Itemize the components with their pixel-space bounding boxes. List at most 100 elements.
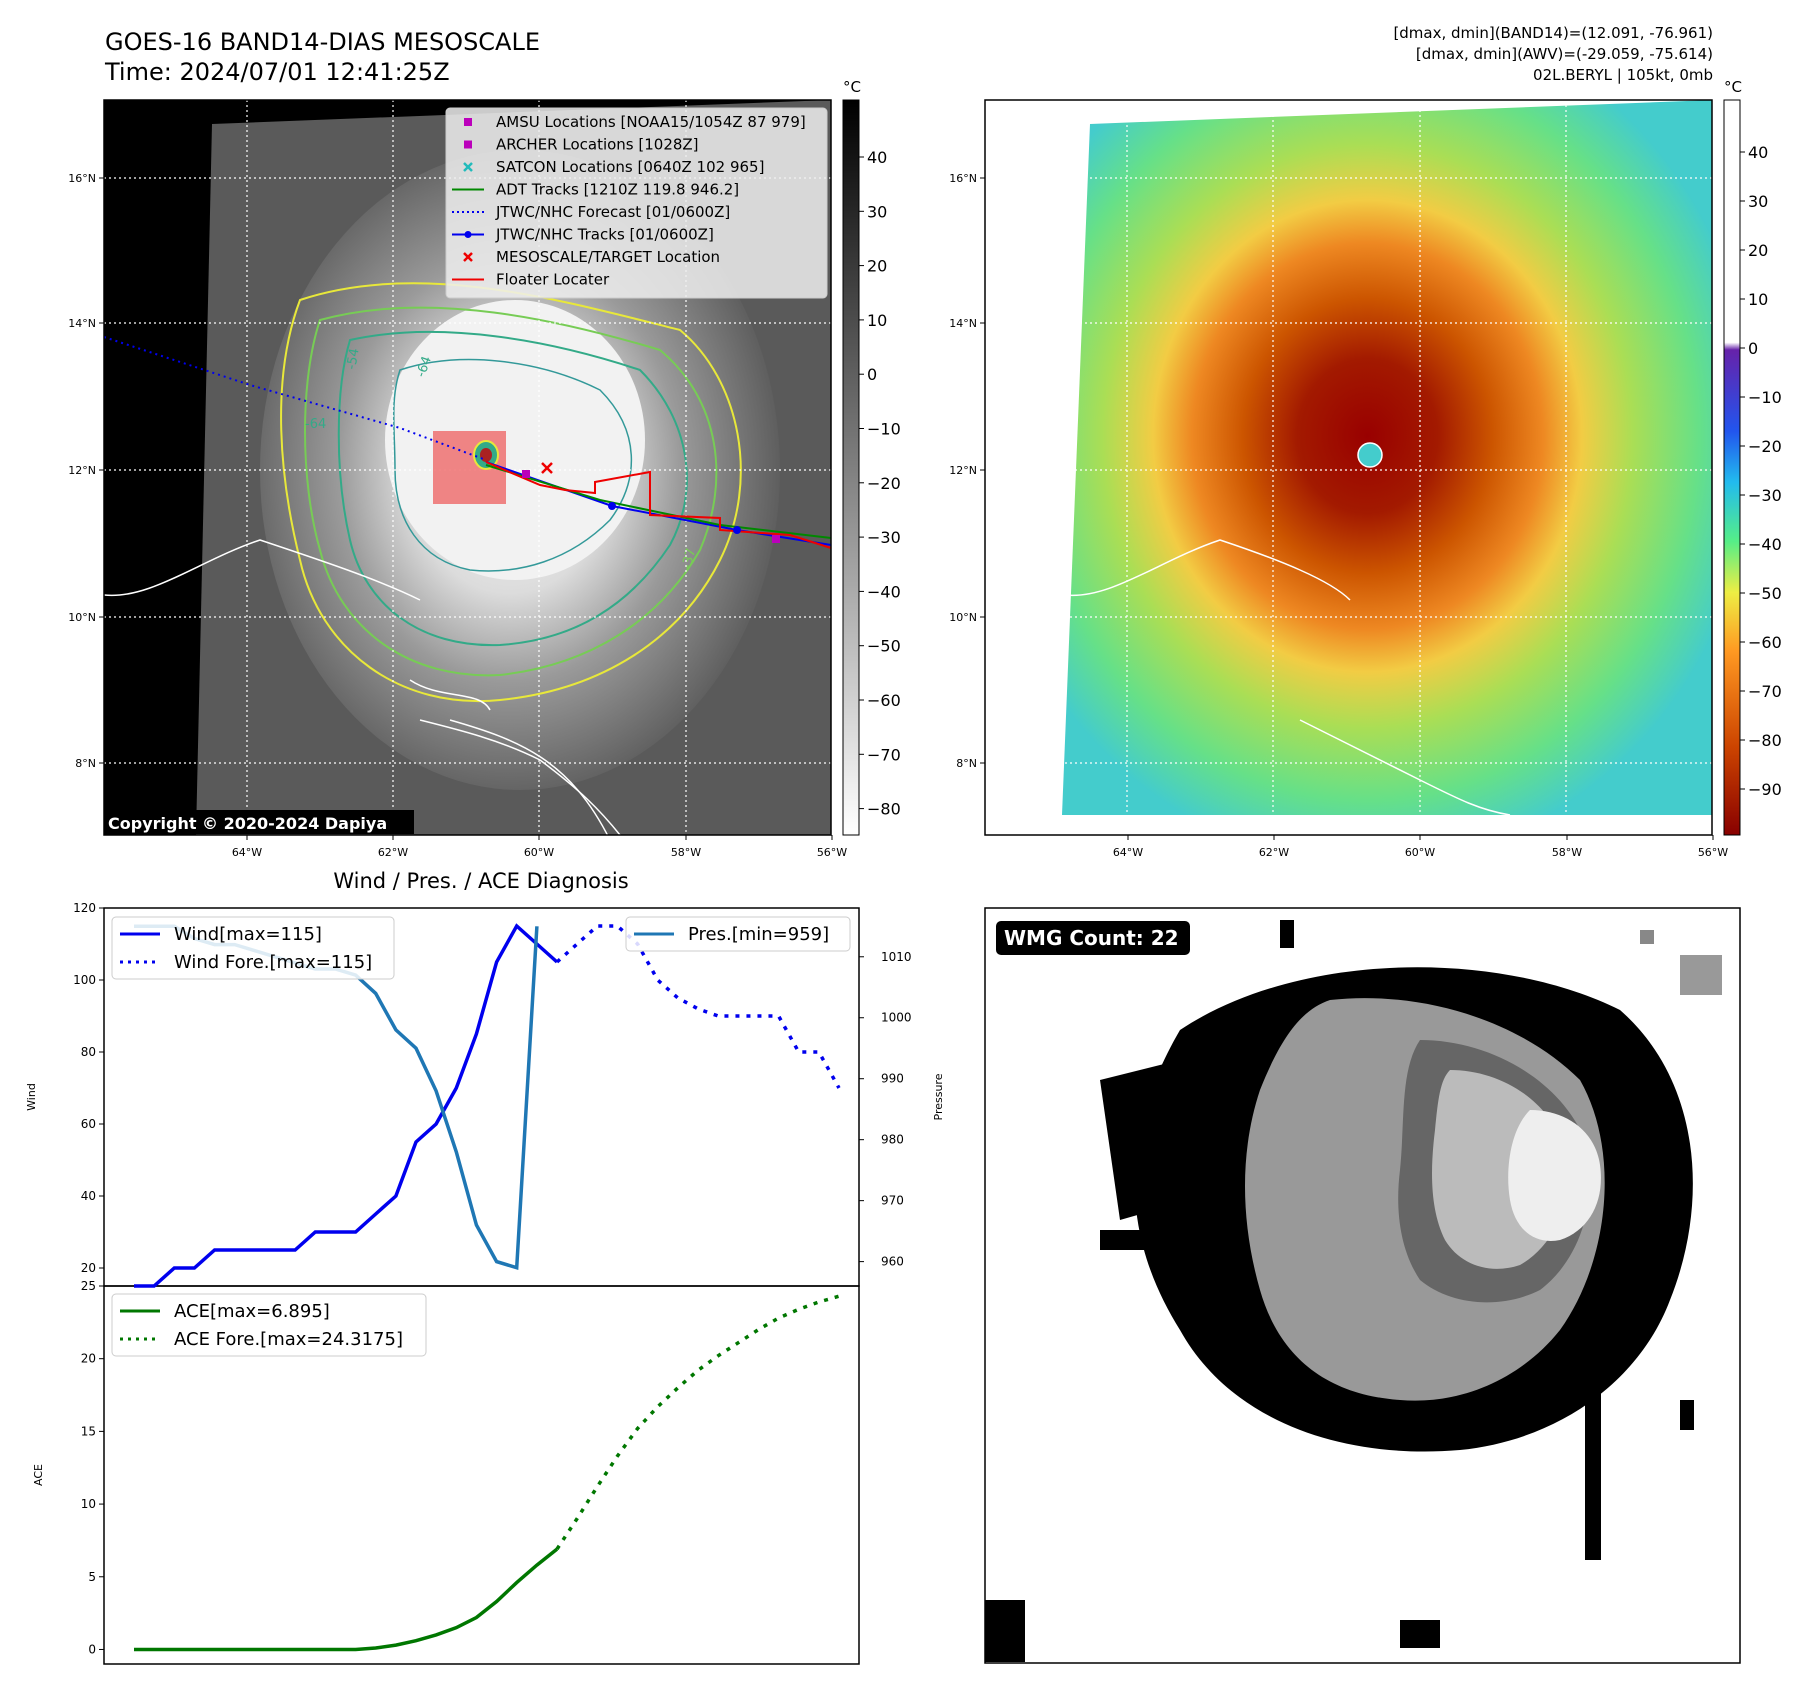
pressure-legend-label: Pres.[min=959] [688,924,829,945]
legend-label: Floater Locater [496,271,610,289]
colorbar-tick-label: −40 [867,582,901,601]
lon-tick-label: 56°W [817,846,847,859]
colorbar-tick-label: −20 [867,474,901,493]
ace-plot: 0 5 10 15 20 25 [81,1279,840,1656]
copyright: Copyright © 2020-2024 Dapiya [108,814,387,833]
wind-fore-legend-label: Wind Fore.[max=115] [174,952,372,973]
colorbar-tick-label: −30 [867,528,901,547]
awv-colorbar-unit: °C [1724,78,1742,96]
ace-tick-label: 10 [81,1497,96,1511]
colorbar-tick-label: 40 [867,148,887,167]
target-marker [541,462,553,474]
colorbar-tick-label: −70 [867,745,901,764]
lon-tick-label: 62°W [378,846,408,859]
wmg-badge-bg [996,921,1190,955]
wind-axis-label: Wind [25,1083,38,1111]
ace-tick-label: 0 [88,1642,96,1656]
ir-colorbar-unit: °C [843,78,861,96]
colorbar-tick-label: −50 [1748,584,1782,603]
lat-tick-label: 10°N [949,611,977,624]
nhc-track-point [608,502,616,510]
colorbar-tick-label: −20 [1748,437,1782,456]
ace-tick-label: 15 [81,1424,96,1438]
pressure-tick-label: 1010 [881,950,912,964]
legend-label: ADT Tracks [1210Z 119.8 946.2] [496,181,739,199]
contour-label: -64 [414,354,435,379]
ace-axis-label: ACE [32,1464,45,1486]
legend-marker [464,140,472,149]
wind-tick-label: 20 [81,1261,96,1275]
awv-gridlines [985,100,1712,835]
amsu-marker [772,535,780,543]
contour-label: -37 [679,547,699,571]
colorbar-tick-label: −70 [1748,682,1782,701]
lat-tick-label: 8°N [956,757,977,770]
forecast-track [103,336,487,461]
series-line [134,1547,559,1652]
figure-time: Time: 2024/07/01 12:41:25Z [105,58,450,86]
legend-label: JTWC/NHC Tracks [01/0600Z] [495,226,714,244]
awv-imagery [1062,100,1712,815]
lon-tick-label: 56°W [1698,846,1728,859]
colorbar-tick-label: −90 [1748,780,1782,799]
colorbar-tick-label: 20 [867,257,887,276]
colorbar-tick-label: 10 [1748,290,1768,309]
contour-label: -64 [305,417,326,432]
pressure-legend: Pres.[min=959] [625,916,851,952]
legend-marker [463,252,473,262]
lat-tick-label: 16°N [68,172,96,185]
colorbar-tick-label: 40 [1748,143,1768,162]
colorbar-tick-label: −80 [867,800,901,819]
lon-tick-label: 58°W [671,846,701,859]
wind-tick-label: 80 [81,1045,96,1059]
lat-tick-label: 10°N [68,611,96,624]
pressure-tick-label: 990 [881,1072,904,1086]
colorbar-tick-label: 20 [1748,241,1768,260]
colorbar-tick-label: 0 [867,365,877,384]
storm-eye [480,448,492,462]
lat-tick-label: 14°N [68,317,96,330]
ace-tick-label: 25 [81,1279,96,1293]
colorbar-tick-label: −40 [1748,535,1782,554]
ace-legend-label: ACE[max=6.895] [174,1301,330,1322]
copyright-bg [104,810,414,834]
legend-marker [463,162,473,172]
ir-map-axes: 16°N 14°N 12°N 10°N 8°N 64°W 62°W 60°W 58°W 56°W 4… [68,148,901,859]
legend-label: JTWC/NHC Forecast [01/0600Z] [495,203,730,221]
archer-marker [522,470,530,478]
pressure-axis-label: Pressure [932,1073,945,1120]
awv-colorbar [1723,99,1741,836]
ace-frame [103,1285,860,1665]
lat-tick-label: 12°N [949,464,977,477]
wind-legend-label: Wind[max=115] [174,924,322,945]
colorbar-tick-label: −80 [1748,731,1782,750]
ace-tick-label: 20 [81,1352,96,1366]
dmax-awv-info: [dmax, dmin](AWV)=(-29.059, -75.614) [1415,45,1713,63]
ace-fore-legend-label: ACE Fore.[max=24.3175] [174,1329,403,1350]
floater-track [485,461,832,549]
figure-title: GOES-16 BAND14-DIAS MESOSCALE [105,28,541,56]
lon-tick-label: 58°W [1552,846,1582,859]
lon-tick-label: 62°W [1259,846,1289,859]
dmax-band14-info: [dmax, dmin](BAND14)=(12.091, -76.961) [1393,24,1713,42]
wind-tick-label: 120 [73,901,96,915]
legend-marker [464,231,472,238]
map-gridlines [104,100,833,835]
colorbar-tick-label: −50 [867,637,901,656]
pressure-tick-label: 1000 [881,1011,912,1025]
legend-label: AMSU Locations [NOAA15/1054Z 87 979] [496,113,806,131]
wind-legend: Wind[max=115] Wind Fore.[max=115] [111,916,395,980]
wind-tick-label: 60 [81,1117,96,1131]
pressure-tick-label: 960 [881,1255,904,1269]
map-legend: AMSU Locations [NOAA15/1054Z 87 979] ARCH… [445,107,828,299]
wind-tick-label: 40 [81,1189,96,1203]
legend-marker [464,118,472,126]
lat-tick-label: 16°N [949,172,977,185]
ir-map-frame [103,99,832,836]
colorbar-tick-label: −60 [867,691,901,710]
lat-tick-label: 14°N [949,317,977,330]
